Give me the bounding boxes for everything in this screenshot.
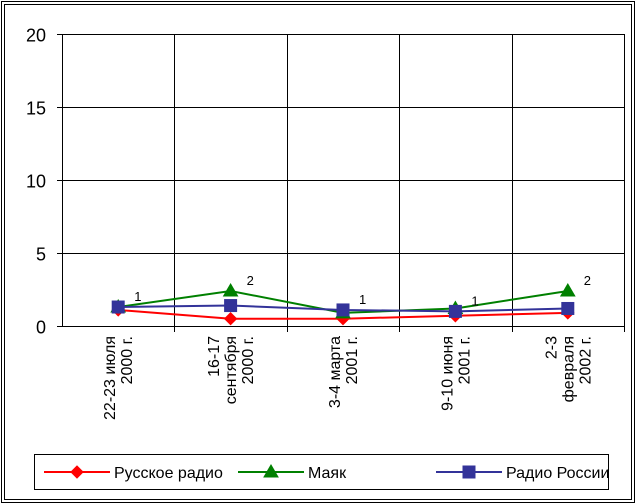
x-tick-label: 2000 г.	[240, 336, 257, 384]
legend-entry: Радио России	[436, 465, 609, 482]
axes	[57, 34, 625, 332]
inner-border	[4, 4, 632, 500]
x-tick-label: 2000 г.	[119, 336, 136, 384]
legend-label: Маяк	[308, 465, 347, 482]
legend: Русское радио Маяк Радио России	[34, 454, 609, 490]
legend-marker	[70, 465, 84, 479]
data-label: 2	[584, 273, 591, 288]
x-tick-label: 3-4 марта	[327, 336, 344, 408]
grid-lines	[62, 34, 625, 326]
y-tick-label: 10	[26, 172, 46, 192]
data-labels: 2 2 1 1 1	[134, 273, 591, 308]
data-label: 1	[359, 292, 366, 307]
series-point	[336, 303, 350, 317]
x-tick-label: 22-23 июля	[102, 336, 119, 420]
data-label: 1	[134, 289, 141, 304]
series-point	[561, 301, 575, 315]
data-label: 2	[247, 273, 254, 288]
series-2	[111, 299, 575, 318]
x-tick-label: 2002 г.	[577, 336, 594, 384]
legend-entry: Русское радио	[44, 465, 223, 482]
series-lines	[110, 282, 576, 326]
legend-label: Радио России	[506, 465, 609, 482]
series-point	[559, 282, 576, 297]
x-tick-label: 16-17	[206, 336, 223, 377]
legend-marker	[462, 465, 476, 479]
x-axis-tick-labels: 22-23 июля 2000 г. 16-17 сентября 2000 г. 3-4…	[102, 336, 594, 420]
x-tick-label: 2001 г.	[344, 336, 361, 384]
x-tick-label: февраля	[560, 336, 577, 402]
y-tick-label: 15	[26, 99, 46, 119]
y-tick-label: 5	[36, 245, 46, 265]
y-axis-tick-labels: 0 5 10 15 20	[26, 26, 46, 338]
legend-marker	[263, 464, 279, 478]
series-point	[222, 282, 239, 297]
series-point	[111, 300, 125, 314]
y-tick-label: 20	[26, 26, 46, 46]
legend-label: Русское радио	[114, 465, 223, 482]
legend-box	[34, 454, 609, 490]
data-label: 1	[471, 293, 478, 308]
x-tick-label: 2001 г.	[456, 336, 473, 384]
legend-entry: Маяк	[238, 464, 347, 482]
x-tick-label: 9-10 июня	[439, 336, 456, 411]
series-point	[448, 304, 462, 318]
y-tick-label: 0	[36, 318, 46, 338]
series-point	[223, 311, 238, 326]
series-point	[224, 299, 238, 313]
x-tick-label: 2-3	[543, 336, 560, 359]
x-tick-label: сентября	[223, 336, 240, 404]
